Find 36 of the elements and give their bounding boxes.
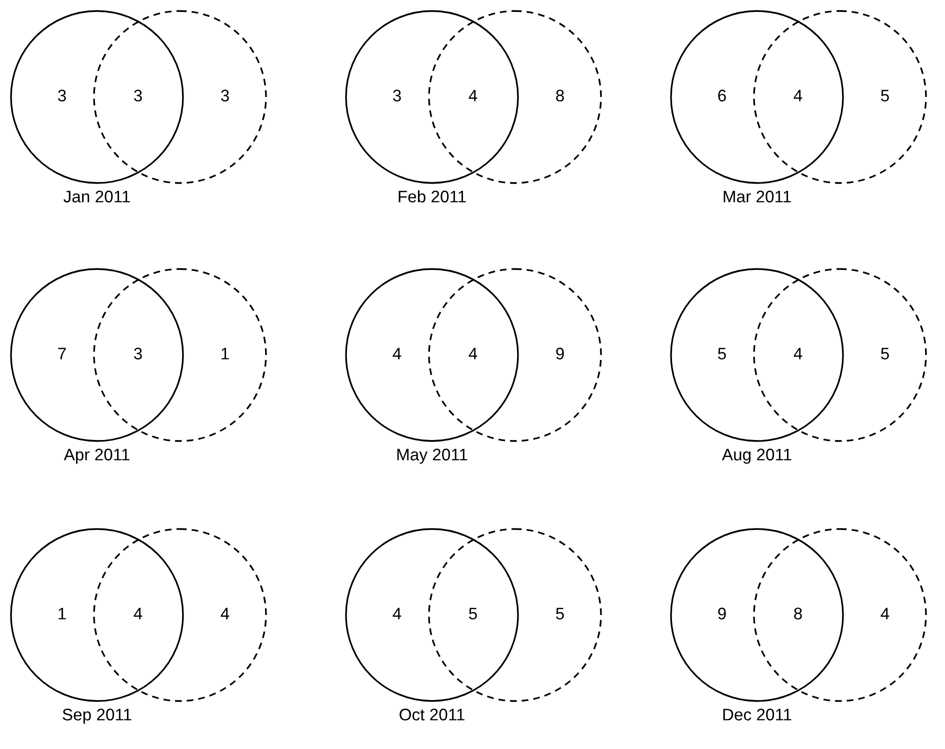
data-label: 5	[469, 608, 477, 620]
data-label: 5	[881, 90, 889, 102]
data-label: 3	[221, 90, 229, 102]
data-label: 4	[392, 608, 402, 620]
text: Aug 2011	[722, 448, 792, 464]
data-label: 1	[58, 608, 66, 620]
data-label: 4	[794, 90, 802, 102]
text: Jan 2011	[64, 190, 130, 202]
data-label: 5	[718, 348, 726, 360]
data-label: 9	[718, 608, 726, 620]
data-label: 4	[468, 90, 478, 102]
data-label: 1	[222, 348, 229, 360]
text: May 2011	[397, 448, 468, 464]
data-label: 9	[556, 348, 564, 360]
data-label: 5	[556, 608, 564, 620]
text: Sep 2011	[62, 708, 132, 724]
text: Mar 2011	[724, 190, 791, 202]
data-label: 5	[881, 348, 889, 360]
data-label: 8	[556, 90, 564, 102]
text: Dec 2011	[723, 708, 792, 720]
data-label: 4	[220, 608, 230, 620]
data-label: 3	[393, 90, 401, 102]
text: Apr 2011	[64, 448, 130, 464]
data-label: 8	[794, 608, 802, 620]
data-label: 3	[134, 348, 142, 360]
data-label: 6	[718, 90, 726, 102]
data-label: 4	[468, 348, 478, 360]
data-label: 4	[794, 348, 802, 360]
data-label: 7	[58, 348, 66, 360]
data-label: 4	[392, 348, 402, 360]
data-label: 4	[134, 608, 142, 620]
text: Oct 2011	[400, 708, 464, 720]
data-label: 4	[880, 608, 890, 620]
data-label: 3	[134, 90, 142, 102]
data-label: 3	[58, 90, 66, 102]
text: Feb 2011	[398, 190, 466, 202]
